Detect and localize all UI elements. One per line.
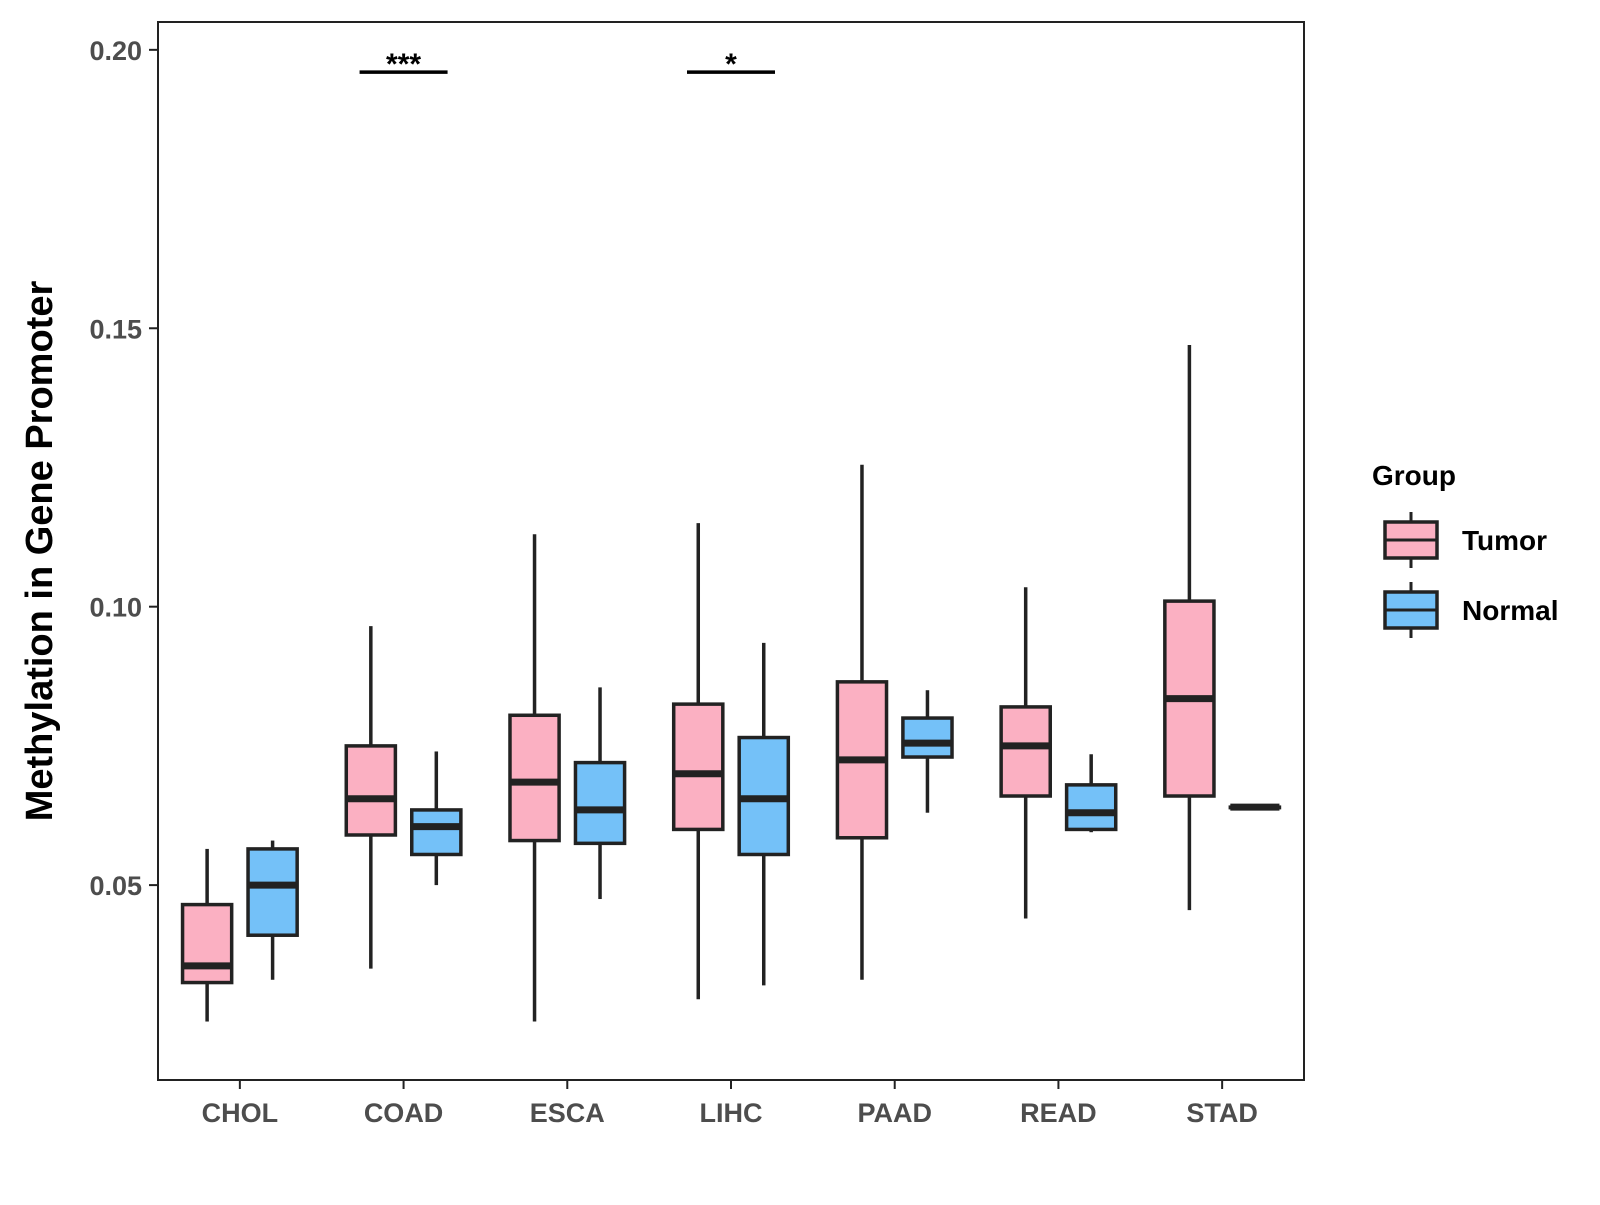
y-tick-label: 0.05 xyxy=(89,871,142,901)
significance-annotations: *** * xyxy=(359,48,775,81)
box-tumor-coad xyxy=(344,626,398,969)
box-body xyxy=(508,713,561,843)
box-body xyxy=(246,847,299,937)
box-series xyxy=(180,344,1282,1022)
box-normal-esca xyxy=(573,687,627,900)
x-tick-label: LIHC xyxy=(700,1098,763,1128)
x-tick-label: ESCA xyxy=(530,1098,605,1128)
x-tick-label: READ xyxy=(1020,1098,1097,1128)
y-axis-title: Methylation in Gene Promoter xyxy=(19,281,61,822)
legend: Group Tumor Normal xyxy=(1372,460,1558,638)
y-tick-label: 0.15 xyxy=(89,314,142,344)
box-tumor-paad xyxy=(835,464,889,980)
significance-label: *** xyxy=(386,48,421,81)
box-normal-read xyxy=(1064,754,1118,833)
y-axis: 0.05 0.10 0.15 0.20 xyxy=(89,36,158,901)
x-axis: CHOL COAD ESCA LIHC PAAD READ STAD xyxy=(202,1080,1258,1128)
legend-title: Group xyxy=(1372,460,1456,491)
box-body xyxy=(410,808,463,857)
legend-key-normal xyxy=(1383,582,1439,638)
x-tick-label: CHOL xyxy=(202,1098,279,1128)
box-body xyxy=(344,744,398,837)
box-normal-chol xyxy=(246,840,299,980)
legend-label-tumor: Tumor xyxy=(1462,525,1547,556)
x-tick-label: PAAD xyxy=(857,1098,932,1128)
legend-label-normal: Normal xyxy=(1462,595,1558,626)
box-normal-coad xyxy=(410,751,463,886)
legend-key-tumor xyxy=(1383,512,1439,568)
box-body xyxy=(1064,783,1118,832)
significance-label: * xyxy=(725,48,737,81)
box-normal-stad xyxy=(1228,803,1282,811)
box-body xyxy=(573,760,627,846)
box-body xyxy=(901,716,954,759)
box-body xyxy=(671,702,725,832)
x-tick-label: COAD xyxy=(364,1098,444,1128)
box-tumor-read xyxy=(999,587,1052,919)
box-tumor-chol xyxy=(180,848,234,1022)
y-tick-label: 0.20 xyxy=(89,36,142,66)
box-normal-lihc xyxy=(737,642,791,986)
box-body xyxy=(180,902,234,985)
box-tumor-stad xyxy=(1163,344,1216,911)
x-tick-label: STAD xyxy=(1186,1098,1258,1128)
box-normal-paad xyxy=(901,690,954,813)
box-tumor-esca xyxy=(508,534,561,1022)
y-tick-label: 0.10 xyxy=(89,593,142,623)
box-body xyxy=(999,705,1052,798)
box-tumor-lihc xyxy=(671,523,725,1000)
plot-panel xyxy=(157,21,1305,1081)
